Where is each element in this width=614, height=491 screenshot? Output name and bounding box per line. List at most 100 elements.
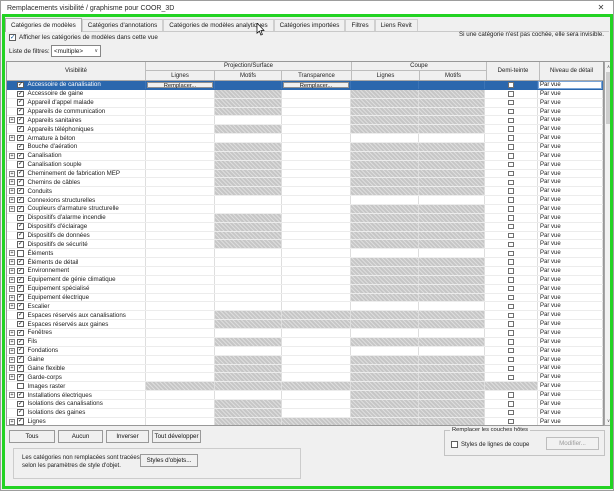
visibility-cell[interactable]: + ✓ Fils xyxy=(7,337,146,346)
halftone-checkbox[interactable] xyxy=(508,409,514,416)
transparency-cell[interactable] xyxy=(282,222,351,231)
transparency-cell[interactable] xyxy=(282,125,351,134)
scroll-up-icon[interactable]: ∧ xyxy=(606,64,611,69)
detail-level-cell[interactable]: Par vue xyxy=(538,81,603,89)
projection-patterns-cell[interactable] xyxy=(215,346,282,355)
cut-lines-cell[interactable] xyxy=(351,134,419,143)
halftone-checkbox[interactable] xyxy=(508,206,514,212)
cut-lines-cell[interactable] xyxy=(351,160,419,169)
category-checkbox[interactable]: ✓ xyxy=(17,134,24,142)
projection-patterns-cell[interactable] xyxy=(215,107,282,116)
cut-lines-cell[interactable] xyxy=(351,231,419,240)
category-checkbox[interactable]: ✓ xyxy=(17,329,24,337)
category-label[interactable]: Accessoire de gaine xyxy=(27,90,84,98)
halftone-checkbox[interactable] xyxy=(508,392,514,398)
halftone-cell[interactable] xyxy=(485,329,538,337)
category-row[interactable]: + ✓ Fenêtres Par vue xyxy=(7,329,603,338)
cut-lines-cell[interactable] xyxy=(351,293,419,302)
projection-lines-cell[interactable] xyxy=(146,329,215,337)
projection-patterns-cell[interactable] xyxy=(215,169,282,178)
halftone-cell[interactable] xyxy=(485,320,538,329)
projection-lines-cell[interactable] xyxy=(146,399,215,408)
transparency-cell[interactable] xyxy=(282,311,351,320)
detail-level-cell[interactable]: Par vue xyxy=(538,391,603,399)
detail-level-cell[interactable]: Par vue xyxy=(538,187,603,196)
projection-lines-cell[interactable] xyxy=(146,320,215,329)
visibility-cell[interactable]: ✓ Dispositifs d'éclairage xyxy=(7,222,146,231)
cut-lines-cell[interactable] xyxy=(351,178,419,187)
cut-patterns-cell[interactable] xyxy=(419,320,485,329)
cut-lines-cell[interactable] xyxy=(351,151,419,160)
projection-lines-cell[interactable] xyxy=(146,125,215,134)
category-row[interactable]: ✓ Appareils téléphoniques Par vue xyxy=(7,125,603,135)
cut-lines-cell[interactable] xyxy=(351,107,419,116)
projection-patterns-cell[interactable] xyxy=(215,337,282,346)
projection-lines-cell[interactable] xyxy=(146,258,215,267)
halftone-checkbox[interactable] xyxy=(508,339,514,345)
halftone-cell[interactable] xyxy=(485,187,538,196)
visibility-cell[interactable]: ✓ Espaces réservés aux gaines xyxy=(7,320,146,329)
category-row[interactable]: + ✓ Fondations Par vue xyxy=(7,346,603,356)
category-row[interactable]: ✓ Appareils de communication Par vue xyxy=(7,107,603,117)
detail-level-cell[interactable]: Par vue xyxy=(538,382,603,391)
transparency-cell[interactable] xyxy=(282,258,351,267)
detail-level-cell[interactable]: Par vue xyxy=(538,169,603,178)
cut-patterns-cell[interactable] xyxy=(419,329,485,337)
cut-lines-cell[interactable] xyxy=(351,417,419,425)
projection-lines-cell[interactable] xyxy=(146,382,215,391)
category-checkbox[interactable]: ✓ xyxy=(17,400,24,408)
category-checkbox[interactable]: ✓ xyxy=(17,409,24,416)
visibility-cell[interactable]: ✓ Appareils téléphoniques xyxy=(7,125,146,134)
cut-patterns-cell[interactable] xyxy=(419,81,485,89)
cut-lines-cell[interactable] xyxy=(351,364,419,373)
detail-level-cell[interactable]: Par vue xyxy=(538,373,603,382)
projection-lines-cell[interactable] xyxy=(146,284,215,293)
projection-lines-cell[interactable] xyxy=(146,107,215,116)
expand-icon[interactable]: + xyxy=(9,250,15,257)
detail-level-cell[interactable]: Par vue xyxy=(538,107,603,116)
halftone-cell[interactable] xyxy=(485,399,538,408)
halftone-checkbox[interactable] xyxy=(508,356,514,363)
cut-patterns-cell[interactable] xyxy=(419,134,485,143)
column-header-detail-level[interactable]: Niveau de détail xyxy=(549,68,594,74)
projection-lines-cell[interactable] xyxy=(146,364,215,373)
halftone-checkbox[interactable] xyxy=(508,418,514,425)
transparency-cell[interactable] xyxy=(282,98,351,107)
category-row[interactable]: + ✓ Garde-corps Par vue xyxy=(7,373,603,383)
category-label[interactable]: Conduits xyxy=(27,187,52,195)
category-checkbox[interactable]: ✓ xyxy=(17,196,24,204)
visibility-cell[interactable]: ✓ Dispositifs de sécurité xyxy=(7,240,146,249)
cut-patterns-cell[interactable] xyxy=(419,107,485,116)
detail-level-cell[interactable]: Par vue xyxy=(538,337,603,346)
category-label[interactable]: Fils xyxy=(27,338,38,346)
category-row[interactable]: + ✓ Equipement électrique Par vue xyxy=(7,293,603,303)
scrollbar-thumb[interactable] xyxy=(606,72,611,124)
cut-patterns-cell[interactable] xyxy=(419,222,485,231)
visibility-cell[interactable]: + ✓ Conduits xyxy=(7,187,146,196)
halftone-cell[interactable] xyxy=(485,196,538,205)
halftone-cell[interactable] xyxy=(485,125,538,134)
projection-patterns-cell[interactable] xyxy=(215,125,282,134)
transparency-cell[interactable] xyxy=(282,337,351,346)
detail-level-cell[interactable]: Par vue xyxy=(538,364,603,373)
transparency-cell[interactable]: Remplacer... xyxy=(282,81,351,89)
category-label[interactable]: Chemins de câbles xyxy=(27,178,81,186)
halftone-checkbox[interactable] xyxy=(508,99,514,106)
category-label[interactable]: Images raster xyxy=(27,382,66,390)
column-header-transparency[interactable]: Transparence xyxy=(298,72,335,79)
halftone-cell[interactable] xyxy=(485,81,538,89)
category-row[interactable]: + ✓ Fils Par vue xyxy=(7,337,603,347)
projection-patterns-cell[interactable] xyxy=(215,258,282,267)
visibility-cell[interactable]: ✓ Bouche d'aération xyxy=(7,143,146,151)
category-checkbox[interactable]: ✓ xyxy=(17,81,24,89)
halftone-cell[interactable] xyxy=(485,178,538,187)
transparency-cell[interactable] xyxy=(282,355,351,364)
category-checkbox[interactable]: ✓ xyxy=(17,365,24,372)
halftone-checkbox[interactable] xyxy=(508,232,514,239)
select-none-button[interactable]: Aucun xyxy=(58,430,103,443)
visibility-cell[interactable]: + ✓ Lignes xyxy=(7,417,146,425)
halftone-cell[interactable] xyxy=(485,107,538,116)
category-row[interactable]: ✓ Dispositifs de sécurité Par vue xyxy=(7,240,603,250)
expand-icon[interactable]: + xyxy=(9,135,15,142)
category-checkbox[interactable]: ✓ xyxy=(17,258,24,266)
